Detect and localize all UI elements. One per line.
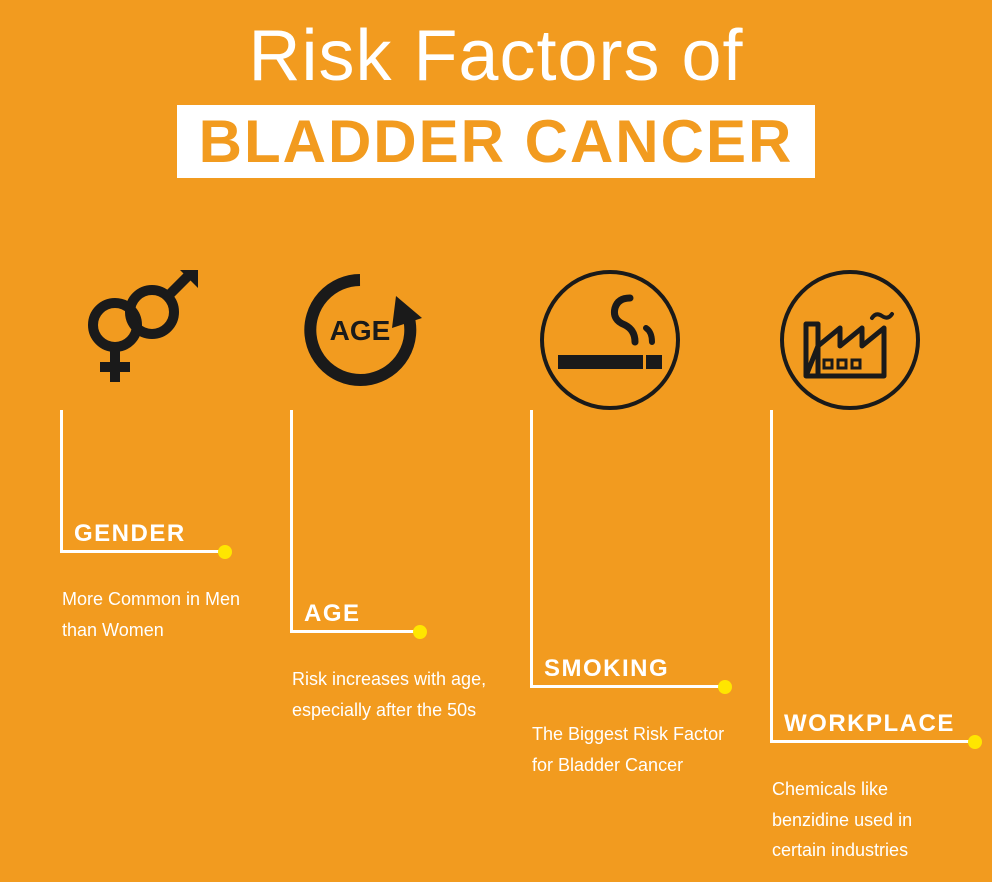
- factor-desc: Chemicals like benzidine used in certain…: [772, 774, 967, 866]
- connector-vline: [770, 410, 773, 740]
- connector-dot: [413, 625, 427, 639]
- factor-label: SMOKING: [544, 655, 669, 683]
- connector-hline: [60, 550, 225, 553]
- title-block: Risk Factors of BLADDER CANCER: [0, 0, 992, 178]
- factor-desc: Risk increases with age, especially afte…: [292, 664, 487, 725]
- factor-label: AGE: [304, 600, 361, 628]
- title-line2: BLADDER CANCER: [177, 105, 816, 178]
- connector-vline: [290, 410, 293, 630]
- connector-hline: [770, 740, 975, 743]
- connector-vline: [530, 410, 533, 685]
- factor-desc: The Biggest Risk Factor for Bladder Canc…: [532, 719, 727, 780]
- connector-hline: [530, 685, 725, 688]
- factors-row: GENDER More Common in Men than Women AGE Ri…: [0, 260, 992, 880]
- connector-hline: [290, 630, 420, 633]
- factor-label: GENDER: [74, 520, 186, 548]
- connector-dot: [968, 735, 982, 749]
- title-line1: Risk Factors of: [0, 15, 992, 97]
- factory-icon: [770, 260, 930, 420]
- smoking-icon: [530, 260, 690, 420]
- factor-desc: More Common in Men than Women: [62, 584, 257, 645]
- factor-label: WORKPLACE: [784, 710, 955, 738]
- gender-icon: [60, 260, 220, 420]
- connector-dot: [218, 545, 232, 559]
- connector-vline: [60, 410, 63, 550]
- connector-dot: [718, 680, 732, 694]
- age-icon: [290, 260, 450, 420]
